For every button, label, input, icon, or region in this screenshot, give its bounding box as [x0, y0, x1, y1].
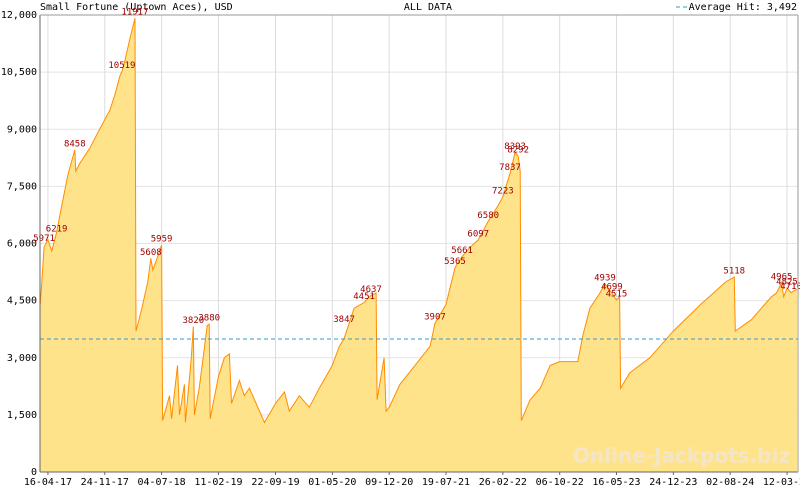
y-tick-label: 10,500 [1, 67, 37, 78]
chart-subtitle: ALL DATA [404, 2, 452, 13]
annotation: 7837 [499, 163, 521, 173]
annotation: 10519 [108, 61, 135, 71]
annotation: 6580 [477, 211, 499, 221]
y-tick-label: 12,000 [1, 10, 37, 21]
watermark: Online-Jackpots.biz [573, 444, 790, 468]
annotation: 11917 [121, 8, 148, 18]
annotation: 5661 [451, 246, 473, 256]
annotation: 6097 [467, 229, 489, 239]
x-tick-label: 02-08-24 [706, 477, 754, 488]
annotation: 8393 [504, 142, 526, 152]
annotation: 3880 [198, 314, 220, 324]
annotation: 3907 [424, 313, 446, 323]
annotation: 4710 [780, 282, 800, 292]
annotation: 4939 [594, 273, 616, 283]
annotation: 3820 [182, 316, 204, 326]
annotation: 5365 [444, 257, 466, 267]
average-legend: Average Hit: 3,492 [689, 2, 797, 13]
x-tick-label: 24-12-23 [649, 477, 697, 488]
x-tick-label: 09-12-20 [365, 477, 413, 488]
y-tick-label: 3,000 [7, 353, 37, 364]
annotation: 4515 [606, 290, 628, 300]
x-tick-label: 12-03-25 [763, 477, 800, 488]
y-tick-label: 7,500 [7, 181, 37, 192]
x-tick-label: 19-07-21 [422, 477, 470, 488]
x-tick-label: 22-09-19 [251, 477, 299, 488]
chart-title: Small Fortune (Uptown Aces), USD [40, 2, 233, 13]
annotation: 5608 [140, 248, 162, 258]
x-tick-label: 26-02-22 [479, 477, 527, 488]
annotation: 4699 [601, 283, 623, 293]
x-tick-label: 16-05-23 [592, 477, 640, 488]
y-tick-label: 0 [31, 467, 37, 478]
annotation: 3847 [333, 315, 355, 325]
annotation: 8458 [64, 139, 86, 149]
x-tick-label: 16-04-17 [24, 477, 72, 488]
annotation: 4451 [353, 292, 375, 302]
annotation: 6219 [46, 225, 68, 235]
annotation: 4637 [360, 285, 382, 295]
x-tick-label: 24-11-17 [81, 477, 129, 488]
y-tick-label: 6,000 [7, 239, 37, 250]
line [39, 18, 798, 424]
annotation: 4825 [776, 278, 798, 288]
x-tick-label: 01-05-20 [308, 477, 356, 488]
y-tick-label: 1,500 [7, 410, 37, 421]
annotation: 5959 [151, 235, 173, 245]
x-tick-label: 06-10-22 [536, 477, 584, 488]
annotation: 7223 [492, 186, 514, 196]
x-tick-label: 11-02-19 [194, 477, 242, 488]
annotation: 4965 [771, 272, 793, 282]
y-tick-label: 4,500 [7, 296, 37, 307]
annotation: 5971 [33, 234, 55, 244]
annotation: 5118 [723, 267, 745, 277]
x-tick-label: 04-07-18 [138, 477, 186, 488]
y-tick-label: 9,000 [7, 124, 37, 135]
annotation: 8292 [507, 146, 529, 156]
